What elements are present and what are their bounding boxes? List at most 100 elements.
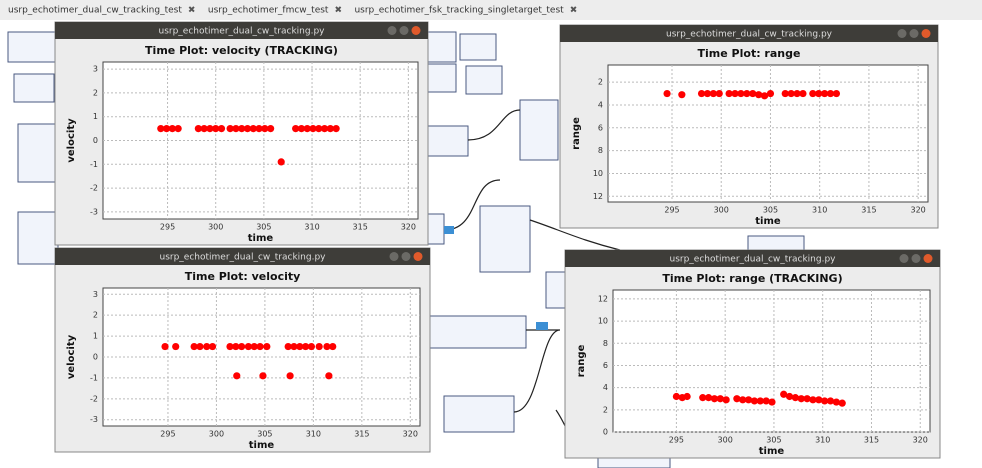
x-tick-label: 305: [256, 223, 271, 232]
window-button[interactable]: [909, 29, 919, 38]
window-button[interactable]: [921, 29, 931, 38]
data-point: [190, 342, 198, 351]
y-tick-label: 4: [598, 100, 603, 109]
x-tick-label: 310: [304, 223, 319, 232]
block: [17, 211, 59, 265]
plot-area: [607, 64, 929, 203]
data-point: [755, 91, 763, 99]
data-point: [821, 397, 829, 405]
data-point: [703, 89, 712, 98]
y-tick-label: 0: [93, 136, 98, 145]
y-tick-label: 3: [93, 290, 98, 299]
block: [427, 125, 469, 157]
x-tick-label: 305: [766, 436, 781, 445]
plot-title: Time Plot: velocity (TRACKING): [145, 44, 338, 57]
tab-close[interactable]: ✖: [570, 6, 578, 16]
x-tick-label: 320: [401, 223, 416, 232]
plot-title: Time Plot: velocity: [185, 270, 301, 283]
y-tick-label: 12: [598, 294, 608, 303]
data-point: [826, 89, 835, 98]
window-button[interactable]: [897, 29, 907, 38]
tab-bar: [0, 0, 982, 20]
data-point: [760, 92, 769, 100]
data-point: [756, 397, 764, 405]
data-point: [226, 125, 234, 133]
data-point: [785, 392, 794, 401]
data-point: [256, 342, 264, 351]
x-tick-label: 320: [911, 206, 926, 215]
y-tick-label: 12: [593, 192, 603, 201]
data-point: [200, 125, 208, 133]
window-button[interactable]: [389, 252, 399, 261]
block: [427, 31, 457, 63]
data-point: [743, 89, 751, 98]
tab-label: usrp_echotimer_fsk_tracking_singletarget…: [354, 6, 564, 16]
data-point: [203, 342, 211, 351]
data-point: [194, 125, 202, 133]
data-point: [793, 89, 801, 98]
y-tick-label: -3: [90, 207, 98, 216]
data-point: [238, 342, 246, 351]
y-axis-label: velocity: [66, 334, 77, 379]
data-point: [699, 394, 707, 402]
data-point: [803, 395, 811, 403]
plot-title: Time Plot: range: [698, 47, 801, 60]
window-button[interactable]: [411, 26, 421, 35]
block: [429, 315, 527, 349]
data-point: [323, 342, 331, 351]
data-point: [791, 394, 799, 402]
x-tick-label: 300: [718, 436, 733, 445]
y-tick-label: -1: [90, 373, 98, 382]
data-point: [292, 125, 300, 133]
block: [17, 123, 57, 183]
data-point: [196, 342, 204, 351]
data-point: [716, 395, 724, 403]
data-point: [255, 125, 263, 133]
plot-window: usrp_echotimer_dual_cw_tracking.py Time P…: [559, 24, 939, 229]
data-point: [233, 372, 241, 380]
y-tick-label: 10: [598, 317, 608, 326]
window-button[interactable]: [911, 254, 921, 263]
window-button[interactable]: [399, 26, 409, 35]
x-tick-label: 295: [669, 436, 684, 445]
window-button[interactable]: [899, 254, 909, 263]
block: [479, 205, 531, 273]
y-tick-label: 0: [93, 353, 98, 362]
y-axis-label: range: [571, 117, 582, 150]
data-point: [809, 396, 817, 404]
data-point: [284, 342, 292, 351]
data-point: [232, 342, 240, 351]
x-tick-label: 310: [815, 436, 830, 445]
data-point: [168, 125, 176, 133]
data-point: [296, 342, 304, 351]
data-point: [826, 397, 835, 405]
y-tick-label: 3: [93, 65, 98, 74]
data-point: [162, 125, 171, 133]
x-tick-label: 305: [257, 430, 272, 439]
data-point: [739, 396, 747, 404]
window-button[interactable]: [923, 254, 933, 263]
tab-close[interactable]: ✖: [188, 6, 196, 16]
data-point: [208, 342, 217, 351]
data-point: [744, 396, 753, 404]
data-point: [709, 89, 717, 98]
data-point: [329, 342, 337, 351]
x-tick-label: 315: [864, 436, 879, 445]
window-button[interactable]: [387, 26, 397, 35]
tab-close[interactable]: ✖: [334, 6, 342, 16]
data-point: [232, 125, 240, 133]
data-point: [733, 395, 741, 403]
window-button[interactable]: [401, 252, 411, 261]
window-title: usrp_echotimer_dual_cw_tracking.py: [670, 255, 837, 265]
data-point: [750, 397, 759, 405]
data-point: [737, 89, 745, 98]
y-tick-label: -2: [90, 394, 98, 403]
y-tick-label: 10: [593, 169, 603, 178]
data-point: [320, 125, 329, 133]
x-tick-label: 315: [353, 223, 368, 232]
block: [459, 33, 497, 61]
window-button[interactable]: [413, 252, 423, 261]
port: [444, 226, 454, 234]
data-point: [799, 89, 807, 98]
plot-window: usrp_echotimer_dual_cw_tracking.py Time P…: [54, 247, 431, 453]
